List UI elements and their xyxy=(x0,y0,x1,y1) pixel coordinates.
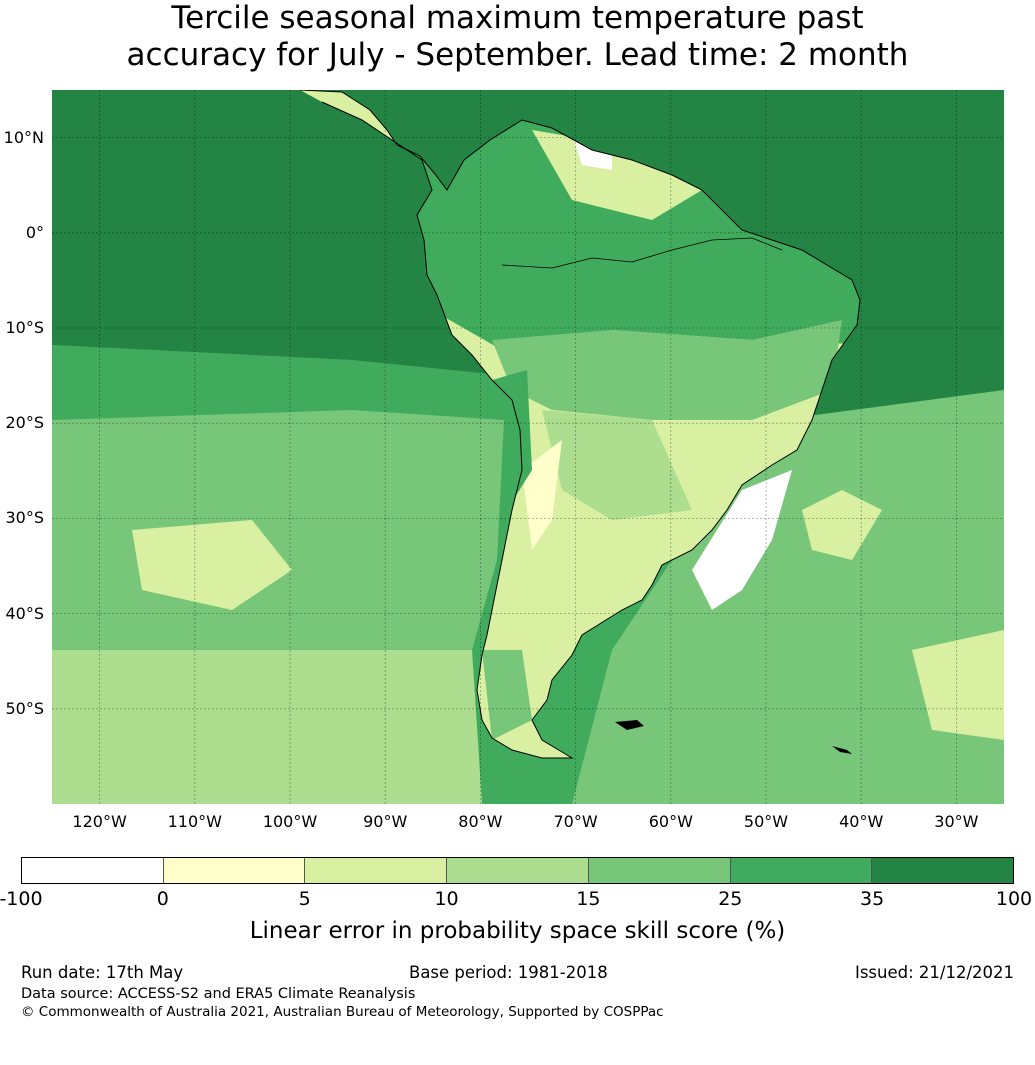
graticule xyxy=(52,90,1004,804)
colorbar-segment xyxy=(871,858,1014,883)
colorbar-segment xyxy=(22,858,163,883)
colorbar-tick-label: 10 xyxy=(434,888,459,910)
skill-map xyxy=(52,90,1004,804)
ocean-band-tropics xyxy=(52,345,502,420)
longitude-label: 50°W xyxy=(743,812,789,831)
colorbar-segment xyxy=(162,858,305,883)
land-guiana-light xyxy=(532,130,702,220)
colorbar-tick-label: 15 xyxy=(576,888,601,910)
longitude-label: 100°W xyxy=(262,812,318,831)
map-title: Tercile seasonal maximum temperature pas… xyxy=(0,0,1035,74)
ocean-mid-skill-south-pacific xyxy=(52,410,504,650)
title-line-1: Tercile seasonal maximum temperature pas… xyxy=(171,0,864,36)
colorbar-label: Linear error in probability space skill … xyxy=(249,918,786,944)
ocean-light-patch-far-east xyxy=(912,630,1004,740)
ocean-mid-skill-south-atlantic xyxy=(572,390,1004,804)
base-period: Base period: 1981-2018 xyxy=(409,963,608,982)
colorbar-segment xyxy=(304,858,447,883)
colorbar-tick-label: 25 xyxy=(718,888,743,910)
ocean-light-patch-atlantic xyxy=(802,490,882,560)
latitude-label: 30°S xyxy=(5,508,44,528)
latitude-label: 0° xyxy=(25,222,44,242)
issued-date: Issued: 21/12/2021 xyxy=(854,963,1014,982)
longitude-label: 30°W xyxy=(934,812,979,831)
coastline xyxy=(299,90,861,759)
latitude-label: 10°S xyxy=(5,318,44,337)
south-georgia xyxy=(832,746,852,754)
ocean-low-skill-south-pacific xyxy=(52,650,482,804)
colorbar-tick-label: 35 xyxy=(860,888,885,910)
longitude-label: 60°W xyxy=(648,812,693,831)
colorbar-tick-label: -100 xyxy=(0,888,43,910)
map-canvas xyxy=(52,90,1004,804)
ocean-light-patch-pacific xyxy=(132,520,292,610)
longitude-label: 40°W xyxy=(839,812,884,831)
land-central-medium xyxy=(492,320,842,420)
river-amazon xyxy=(501,237,783,269)
data-source: Data source: ACCESS-S2 and ERA5 Climate … xyxy=(21,986,416,1002)
land-patagonia-green xyxy=(482,650,532,740)
latitude-label: 10°N xyxy=(3,127,44,147)
longitude-label: 90°W xyxy=(363,812,408,831)
colorbar xyxy=(21,857,1014,884)
longitude-label: 120°W xyxy=(72,812,127,831)
latitude-label: 40°S xyxy=(5,603,44,623)
land-central-light xyxy=(542,410,692,520)
ocean-white-patch-atlantic xyxy=(692,470,792,610)
colorbar-tick-label: 100 xyxy=(995,888,1033,910)
colorbar-segment xyxy=(587,858,730,883)
longitude-label: 110°W xyxy=(167,812,222,831)
falkland-islands xyxy=(615,720,644,730)
latitude-label: 20°S xyxy=(5,413,44,433)
run-date: Run date: 17th May xyxy=(21,963,184,982)
longitude-label: 70°W xyxy=(553,812,598,831)
copyright: © Commonwealth of Australia 2021, Austra… xyxy=(21,1004,664,1020)
land-andes-yellow xyxy=(522,440,562,550)
latitude-label: 50°S xyxy=(5,698,44,718)
colorbar-segment xyxy=(446,858,588,883)
longitude-label: 80°W xyxy=(458,812,503,831)
colorbar-tick-label: 5 xyxy=(298,888,311,910)
colorbar-segment xyxy=(729,858,872,883)
colorbar-tick-label: 0 xyxy=(156,888,169,910)
title-line-2: accuracy for July - September. Lead time… xyxy=(126,37,909,73)
